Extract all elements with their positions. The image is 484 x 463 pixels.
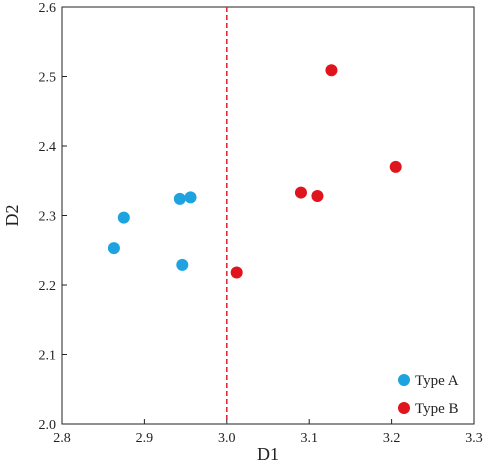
x-tick-label: 2.8: [53, 431, 71, 446]
data-points: [107, 64, 402, 279]
point-type-b: [311, 190, 324, 203]
y-axis: 2.0 2.1 2.2 2.3 2.4 2.5 2.6: [39, 1, 67, 433]
y-tick-label: 2.5: [39, 71, 57, 86]
point-type-b: [294, 186, 307, 199]
point-type-a: [107, 242, 120, 255]
legend-label-type-a: Type A: [415, 373, 459, 389]
point-type-b: [325, 64, 338, 77]
y-tick-label: 2.1: [39, 349, 57, 364]
point-type-a: [184, 191, 197, 204]
point-type-a: [176, 258, 189, 271]
x-tick-label: 3.2: [383, 431, 401, 446]
point-type-b: [230, 266, 243, 279]
y-tick-label: 2.0: [39, 418, 57, 433]
y-tick-label: 2.6: [39, 1, 57, 16]
y-axis-title: D2: [2, 205, 22, 227]
point-type-a: [173, 192, 186, 205]
x-axis-title: D1: [257, 444, 279, 463]
legend-marker-type-b: [398, 402, 410, 414]
legend-marker-type-a: [398, 374, 410, 386]
x-tick-label: 3.0: [218, 431, 236, 446]
point-type-a: [117, 211, 130, 224]
legend-label-type-b: Type B: [415, 401, 459, 417]
x-tick-label: 2.9: [136, 431, 154, 446]
x-tick-label: 3.1: [300, 431, 318, 446]
x-axis: 2.8 2.9 3.0 3.1 3.2 3.3: [53, 419, 483, 446]
y-tick-label: 2.2: [39, 279, 57, 294]
y-tick-label: 2.3: [39, 210, 57, 225]
x-tick-label: 3.3: [465, 431, 483, 446]
point-type-b: [389, 160, 402, 173]
legend: Type A Type B: [398, 373, 459, 417]
y-tick-label: 2.4: [39, 140, 57, 155]
